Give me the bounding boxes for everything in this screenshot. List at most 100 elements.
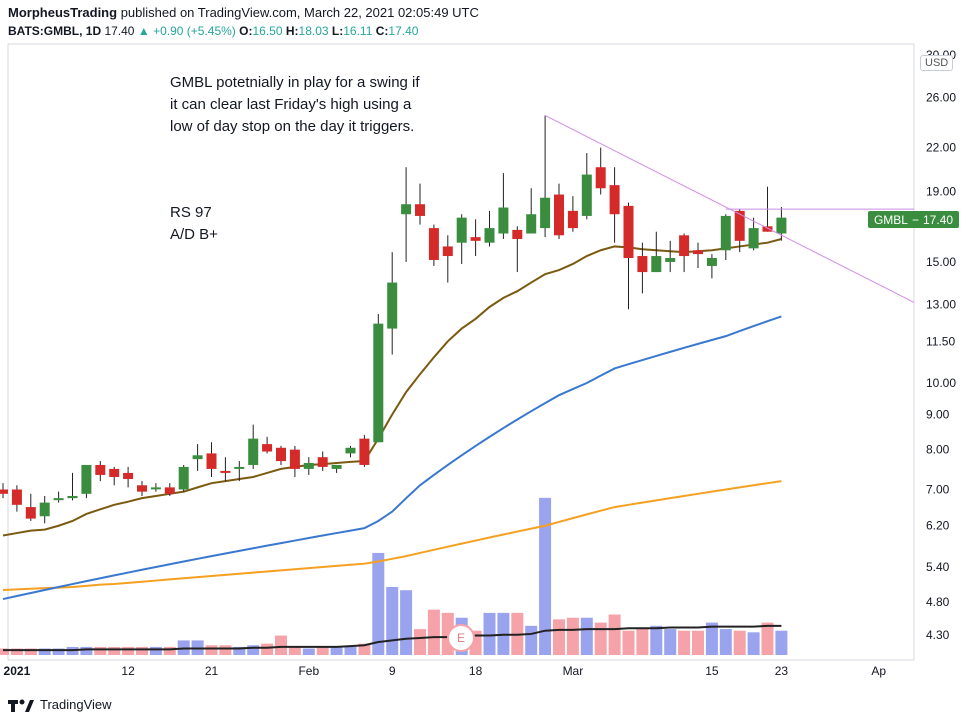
- low-value: 16.11: [343, 24, 373, 38]
- volume-ma-line: [3, 624, 782, 652]
- candle: [248, 424, 259, 469]
- price-tick-label: 13.00: [926, 298, 956, 312]
- candle: [81, 464, 92, 499]
- candle: [345, 445, 356, 458]
- candle: [0, 483, 8, 499]
- price-tick-label: 5.40: [926, 560, 950, 574]
- candle: [359, 435, 370, 467]
- volume-layer: [0, 497, 788, 655]
- volume-bar: [247, 645, 260, 655]
- volume-bar: [288, 646, 301, 655]
- volume-bar: [622, 630, 635, 655]
- time-axis[interactable]: 2021 12 21 Feb 9 18 Mar 15 23 Ap: [4, 659, 914, 678]
- tradingview-logo-icon: [8, 698, 34, 712]
- volume-bar: [38, 648, 51, 655]
- candle: [25, 493, 36, 521]
- volume-bar: [330, 646, 343, 655]
- candle: [512, 226, 523, 273]
- note-line-3: low of day stop on the day it triggers.: [170, 118, 415, 135]
- candle: [192, 444, 203, 471]
- plot-frame: [7, 43, 915, 661]
- price-change: +0.90 (+5.45%): [153, 24, 236, 38]
- price-tick-label: 26.00: [926, 91, 956, 105]
- price-tick-label: 4.80: [926, 595, 950, 609]
- time-tick-label: Mar: [563, 664, 584, 678]
- volume-bar: [275, 635, 287, 655]
- price-axis[interactable]: 30.0026.0022.0019.0015.0013.0011.5010.00…: [926, 48, 956, 642]
- candle: [665, 240, 676, 273]
- candle: [137, 481, 147, 496]
- price-tag-symbol: GMBL: [873, 212, 908, 227]
- ohlc-legend: BATS:GMBL, 1D 17.40 ▲ +0.90 (+5.45%) O:1…: [8, 24, 418, 38]
- volume-bar: [386, 586, 399, 655]
- volume-bar: [94, 646, 107, 655]
- candle: [276, 445, 286, 465]
- volume-bar: [219, 645, 232, 655]
- candle: [220, 457, 231, 482]
- close-value: 17.40: [388, 24, 419, 38]
- time-tick-label: 21: [205, 664, 219, 678]
- volume-bar: [553, 619, 565, 655]
- volume-bar: [594, 622, 607, 655]
- volume-bar: [747, 632, 760, 655]
- candle: [526, 188, 537, 234]
- publish-line: MorpheusTrading published on TradingView…: [8, 5, 479, 20]
- candle: [470, 219, 481, 257]
- volume-bar: [400, 590, 413, 655]
- candle: [331, 464, 342, 473]
- volume-bar: [483, 612, 496, 655]
- candle: [442, 235, 453, 283]
- volume-bar: [733, 630, 746, 655]
- candle: [109, 466, 120, 486]
- ma-slow-line: [2, 480, 782, 591]
- volume-bar: [650, 625, 663, 655]
- volume-bar: [525, 625, 538, 655]
- candle: [178, 464, 189, 492]
- ratings-note: RS 97 A/D B+: [170, 202, 218, 246]
- symbol-label: BATS:GMBL, 1D: [8, 24, 102, 38]
- volume-bar: [719, 629, 732, 655]
- candle: [428, 224, 439, 266]
- candle: [554, 183, 564, 239]
- time-tick-label: Feb: [298, 664, 319, 678]
- author-name[interactable]: MorpheusTrading: [8, 5, 118, 20]
- candle: [39, 495, 50, 524]
- candle: [609, 167, 620, 243]
- volume-bar: [24, 648, 37, 655]
- currency-badge[interactable]: USD: [920, 55, 954, 71]
- price-tick-label: 22.00: [926, 141, 956, 155]
- volume-bar: [52, 648, 65, 655]
- last-price-tag: GMBL − 17.40: [868, 211, 959, 228]
- volume-bar: [539, 497, 552, 655]
- volume-bar: [372, 552, 385, 655]
- time-tick-label: 12: [121, 664, 135, 678]
- volume-bar: [358, 643, 371, 655]
- volume-bar: [80, 646, 93, 655]
- candle: [540, 115, 551, 238]
- candle: [567, 196, 578, 232]
- volume-bar: [136, 646, 148, 655]
- candle: [387, 252, 398, 355]
- candle: [303, 457, 314, 475]
- candle: [415, 183, 425, 225]
- volume-bar: [664, 629, 677, 655]
- candle: [373, 314, 384, 443]
- volume-bar: [122, 646, 135, 655]
- analysis-note: GMBL potetnially in play for a swing if …: [170, 72, 420, 138]
- open-label: O:: [239, 24, 253, 38]
- time-tick-label: 18: [469, 664, 483, 678]
- earnings-marker[interactable]: E: [447, 624, 475, 652]
- ma-fast-line: [2, 238, 782, 537]
- time-tick-label: Ap: [871, 664, 886, 678]
- candle: [637, 242, 648, 294]
- volume-bar: [0, 648, 9, 655]
- candle: [498, 173, 509, 239]
- high-label: H:: [285, 24, 299, 38]
- volume-bar: [302, 648, 315, 655]
- candle: [164, 483, 175, 496]
- candle: [651, 231, 662, 273]
- volume-bar: [108, 646, 121, 655]
- candle: [401, 167, 412, 262]
- brand-name: TradingView: [40, 697, 112, 712]
